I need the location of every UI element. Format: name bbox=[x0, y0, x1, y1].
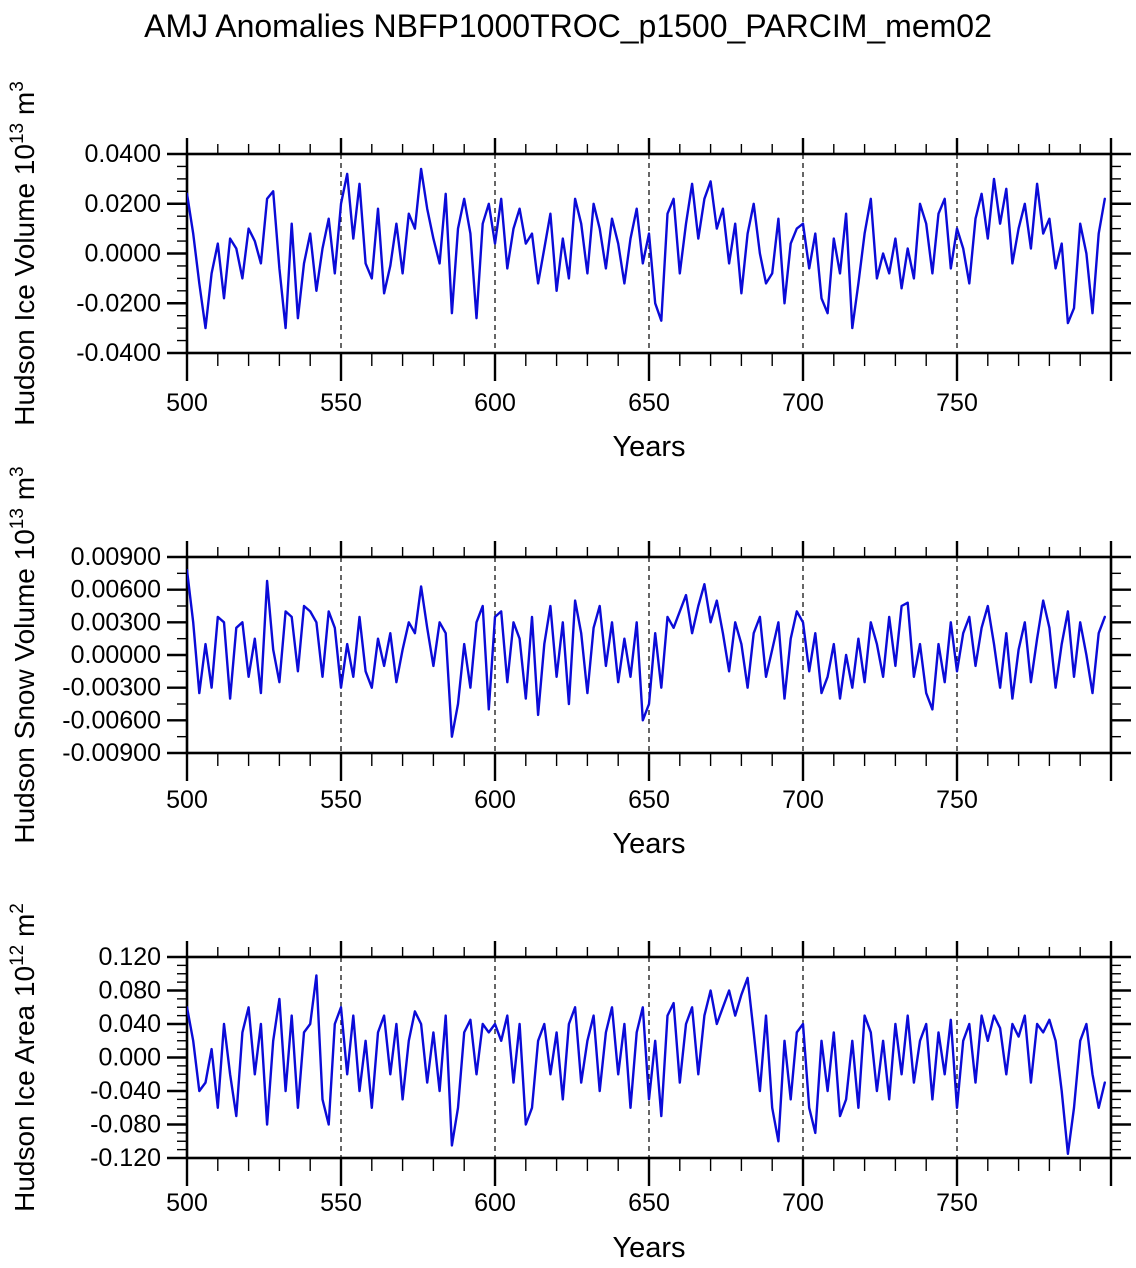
x-axis-title: Years bbox=[612, 828, 685, 860]
x-tick-label: 750 bbox=[936, 786, 978, 814]
x-tick-label: 600 bbox=[474, 389, 516, 417]
y-tick-label: 0.00600 bbox=[71, 576, 161, 604]
x-tick-label: 600 bbox=[474, 1189, 516, 1217]
y-tick-label: 0.0400 bbox=[85, 140, 161, 168]
y-tick-label: -0.00900 bbox=[62, 739, 161, 767]
series-line bbox=[187, 167, 1107, 330]
y-tick-label: -0.00300 bbox=[62, 674, 161, 702]
panel-2: 500 550 600 650 700 750 0.00900 0.00600 0.00300 0… bbox=[7, 466, 1131, 860]
y-tick-label: 0.00900 bbox=[71, 543, 161, 571]
x-tick-label: 650 bbox=[628, 786, 670, 814]
panel-1: 500 550 600 650 700 750 0.0400 0.0200 0.0000 -0.0… bbox=[7, 81, 1131, 463]
y-tick-label: 0.000 bbox=[98, 1044, 161, 1072]
x-tick-label: 550 bbox=[320, 786, 362, 814]
y-tick-label: -0.0200 bbox=[76, 289, 161, 317]
chart-title: AMJ Anomalies NBFP1000TROC_p1500_PARCIM_… bbox=[144, 8, 992, 44]
y-axis-title: Hudson Ice Area 1012 m2 bbox=[7, 903, 40, 1212]
y-tick-label: 0.040 bbox=[98, 1010, 161, 1038]
y-tick-label: -0.120 bbox=[90, 1144, 161, 1172]
y-tick-label: -0.040 bbox=[90, 1077, 161, 1105]
y-tick-label: -0.080 bbox=[90, 1111, 161, 1139]
x-tick-label: 700 bbox=[782, 1189, 824, 1217]
y-tick-label: 0.080 bbox=[98, 977, 161, 1005]
x-axis-title: Years bbox=[612, 431, 685, 463]
x-tick-label: 500 bbox=[166, 1189, 208, 1217]
y-tick-label: -0.00600 bbox=[62, 706, 161, 734]
y-axis-title: Hudson Snow Volume 1013 m3 bbox=[7, 466, 40, 843]
y-tick-label: 0.00300 bbox=[71, 608, 161, 636]
x-tick-label: 500 bbox=[166, 786, 208, 814]
y-tick-label: 0.120 bbox=[98, 943, 161, 971]
x-tick-label: 500 bbox=[166, 389, 208, 417]
series-line bbox=[187, 974, 1107, 1156]
x-tick-label: 600 bbox=[474, 786, 516, 814]
y-tick-label: -0.0400 bbox=[76, 339, 161, 367]
x-tick-label: 550 bbox=[320, 389, 362, 417]
x-tick-label: 700 bbox=[782, 786, 824, 814]
series-line bbox=[187, 568, 1107, 738]
x-tick-label: 750 bbox=[936, 389, 978, 417]
y-tick-label: 0.00000 bbox=[71, 641, 161, 669]
x-axis-title: Years bbox=[612, 1232, 685, 1264]
y-axis-title: Hudson Ice Volume 1013 m3 bbox=[7, 81, 40, 426]
x-tick-label: 650 bbox=[628, 389, 670, 417]
x-tick-label: 650 bbox=[628, 1189, 670, 1217]
y-tick-label: 0.0000 bbox=[85, 240, 161, 268]
x-tick-label: 700 bbox=[782, 389, 824, 417]
panel-3: 500 550 600 650 700 750 0.120 0.080 0.040 0.000 -0… bbox=[7, 903, 1131, 1264]
x-tick-label: 550 bbox=[320, 1189, 362, 1217]
x-tick-label: 750 bbox=[936, 1189, 978, 1217]
y-tick-label: 0.0200 bbox=[85, 190, 161, 218]
